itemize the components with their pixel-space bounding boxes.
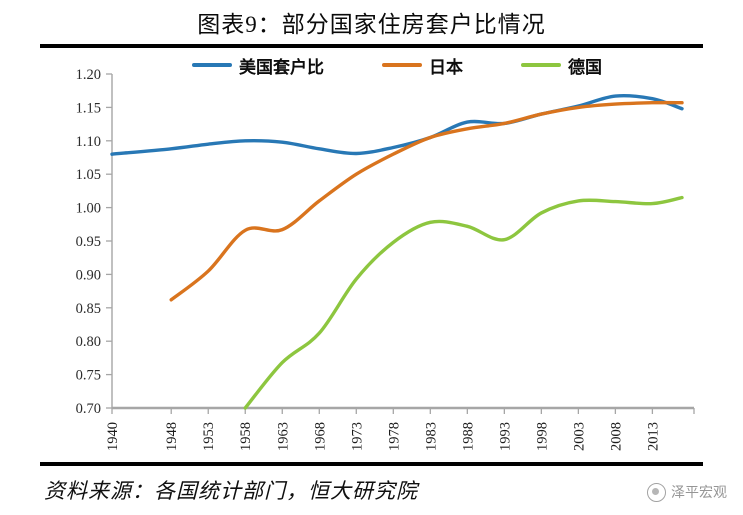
y-tick-label: 0.90 <box>76 267 101 283</box>
legend-item-germany[interactable]: 德国 <box>521 53 602 78</box>
x-tick-label: 1958 <box>238 422 254 451</box>
x-tick-label: 1940 <box>105 422 121 451</box>
x-tick-label: 1953 <box>201 422 217 451</box>
chart-legend: 美国套户比 日本 德国 <box>112 53 682 78</box>
y-tick-label: 1.20 <box>76 67 101 83</box>
y-tick-label: 1.15 <box>76 100 101 116</box>
camera-icon <box>647 482 666 502</box>
title-area: 图表9：部分国家住房套户比情况 <box>0 0 743 44</box>
x-tick-label: 1973 <box>349 422 365 451</box>
footer: 资料来源：各国统计部门，恒大研究院 泽平宏观 <box>0 466 743 515</box>
y-tick-label: 0.75 <box>76 368 101 384</box>
x-tick-label: 1993 <box>497 422 513 451</box>
series-japan <box>169 100 684 302</box>
x-tick-label: 2003 <box>571 422 587 451</box>
y-tick-label: 0.80 <box>76 334 101 350</box>
legend-swatch-japan <box>382 63 422 67</box>
y-tick-label: 0.95 <box>76 234 101 250</box>
source-note: 资料来源：各国统计部门，恒大研究院 <box>44 479 418 503</box>
y-tick-label: 0.70 <box>76 401 101 417</box>
footer-divider <box>40 462 703 466</box>
legend-item-us[interactable]: 美国套户比 <box>192 53 324 78</box>
legend-swatch-germany <box>521 63 561 67</box>
plot-area: 1.20 1.15 1.10 1.05 1.00 0.95 0.90 0.85 0.80 0.75… <box>0 60 743 460</box>
series-us <box>110 93 684 156</box>
x-tick-label: 1983 <box>423 422 439 451</box>
title-divider <box>40 44 703 48</box>
x-tick-label: 2008 <box>608 422 624 451</box>
page-title: 图表9：部分国家住房套户比情况 <box>197 12 546 37</box>
legend-label-us: 美国套户比 <box>239 57 324 77</box>
watermark-label: 泽平宏观 <box>671 484 727 500</box>
x-tick-label: 1998 <box>534 422 550 451</box>
x-tick-label: 1968 <box>312 422 328 451</box>
legend-label-germany: 德国 <box>568 57 602 77</box>
legend-item-japan[interactable]: 日本 <box>382 53 463 78</box>
x-tick-label: 1948 <box>164 422 180 451</box>
x-tick-label: 1963 <box>275 422 291 451</box>
legend-label-japan: 日本 <box>429 57 463 77</box>
y-tick-label: 0.85 <box>76 301 101 317</box>
watermark: 泽平宏观 <box>647 482 727 502</box>
x-tick-label: 1978 <box>386 422 402 451</box>
x-tick-label: 1988 <box>460 422 476 451</box>
line-chart-svg: 1.20 1.15 1.10 1.05 1.00 0.95 0.90 0.85 0.80 0.75… <box>76 67 695 451</box>
y-tick-label: 1.00 <box>76 201 101 217</box>
legend-swatch-us <box>192 63 232 67</box>
y-tick-label: 1.05 <box>76 167 101 183</box>
x-tick-label: 2013 <box>645 422 661 451</box>
y-tick-label: 1.10 <box>76 134 101 150</box>
series-germany <box>243 195 684 410</box>
